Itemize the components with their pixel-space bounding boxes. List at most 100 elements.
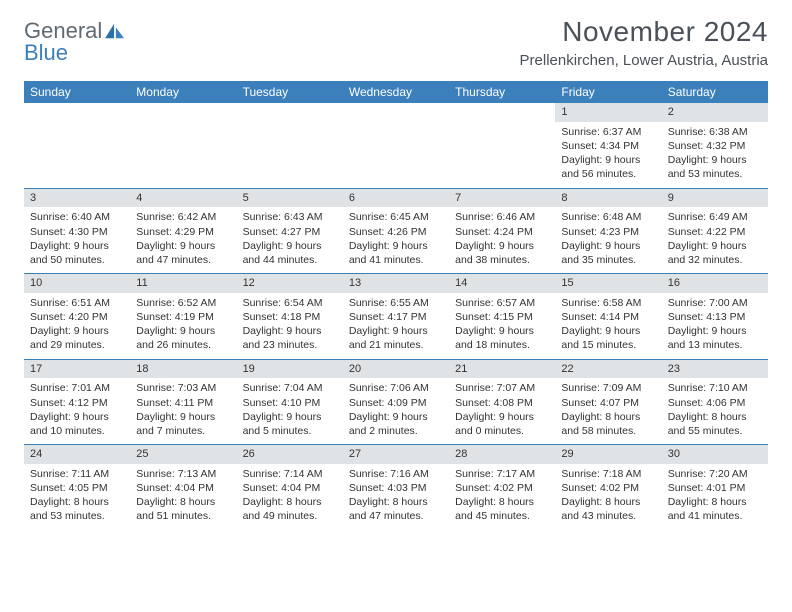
- logo-text: General Blue: [24, 20, 102, 64]
- sunrise-text: Sunrise: 7:09 AM: [561, 381, 655, 395]
- day-number: 29: [561, 448, 573, 460]
- day-number: 5: [243, 192, 249, 204]
- day-number: 7: [455, 192, 461, 204]
- sunset-text: Sunset: 4:29 PM: [136, 225, 230, 239]
- sunset-text: Sunset: 4:17 PM: [349, 310, 443, 324]
- sunrise-text: Sunrise: 6:58 AM: [561, 296, 655, 310]
- day-number-bar: 15: [555, 274, 661, 293]
- sunset-text: Sunset: 4:30 PM: [30, 225, 124, 239]
- day-number-bar: 9: [662, 189, 768, 208]
- daylight-text: Daylight: 9 hours and 29 minutes.: [30, 324, 124, 352]
- daylight-text: Daylight: 9 hours and 18 minutes.: [455, 324, 549, 352]
- day-number: 25: [136, 448, 148, 460]
- day-number-bar: 17: [24, 360, 130, 379]
- day-number-bar: 1: [555, 103, 661, 122]
- day-number-bar: 11: [130, 274, 236, 293]
- weekday-thu: Thursday: [449, 81, 555, 103]
- day-number: 1: [561, 106, 567, 118]
- day-number: 16: [668, 277, 680, 289]
- day-number: 10: [30, 277, 42, 289]
- sunset-text: Sunset: 4:03 PM: [349, 481, 443, 495]
- day-cell: 18Sunrise: 7:03 AMSunset: 4:11 PMDayligh…: [130, 360, 236, 445]
- daylight-text: Daylight: 8 hours and 41 minutes.: [668, 495, 762, 523]
- sunrise-text: Sunrise: 7:06 AM: [349, 381, 443, 395]
- sunrise-text: Sunrise: 6:49 AM: [668, 210, 762, 224]
- sunset-text: Sunset: 4:08 PM: [455, 396, 549, 410]
- day-cell: 25Sunrise: 7:13 AMSunset: 4:04 PMDayligh…: [130, 445, 236, 530]
- sunrise-text: Sunrise: 6:40 AM: [30, 210, 124, 224]
- day-cell: 16Sunrise: 7:00 AMSunset: 4:13 PMDayligh…: [662, 274, 768, 359]
- daylight-text: Daylight: 9 hours and 32 minutes.: [668, 239, 762, 267]
- sunset-text: Sunset: 4:10 PM: [243, 396, 337, 410]
- day-cell: 8Sunrise: 6:48 AMSunset: 4:23 PMDaylight…: [555, 189, 661, 274]
- week-row: 24Sunrise: 7:11 AMSunset: 4:05 PMDayligh…: [24, 444, 768, 530]
- sunrise-text: Sunrise: 7:20 AM: [668, 467, 762, 481]
- sunrise-text: Sunrise: 6:46 AM: [455, 210, 549, 224]
- day-number-bar: 24: [24, 445, 130, 464]
- day-number: 17: [30, 363, 42, 375]
- daylight-text: Daylight: 9 hours and 38 minutes.: [455, 239, 549, 267]
- day-number-bar: 18: [130, 360, 236, 379]
- day-number-bar: 16: [662, 274, 768, 293]
- sunset-text: Sunset: 4:01 PM: [668, 481, 762, 495]
- title-block: November 2024 Prellenkirchen, Lower Aust…: [520, 16, 768, 75]
- sunrise-text: Sunrise: 7:13 AM: [136, 467, 230, 481]
- sunrise-text: Sunrise: 7:16 AM: [349, 467, 443, 481]
- weekday-fri: Friday: [555, 81, 661, 103]
- sunrise-text: Sunrise: 7:01 AM: [30, 381, 124, 395]
- sunset-text: Sunset: 4:32 PM: [668, 139, 762, 153]
- sunset-text: Sunset: 4:07 PM: [561, 396, 655, 410]
- day-number-bar: 23: [662, 360, 768, 379]
- day-number: 15: [561, 277, 573, 289]
- day-cell: 6Sunrise: 6:45 AMSunset: 4:26 PMDaylight…: [343, 189, 449, 274]
- day-number: 12: [243, 277, 255, 289]
- daylight-text: Daylight: 9 hours and 21 minutes.: [349, 324, 443, 352]
- day-cell: 7 Sunrise: 6:46 AMSunset: 4:24 PMDaylight…: [449, 189, 555, 274]
- day-number: 9: [668, 192, 674, 204]
- sunset-text: Sunset: 4:04 PM: [243, 481, 337, 495]
- day-number: 22: [561, 363, 573, 375]
- daylight-text: Daylight: 8 hours and 58 minutes.: [561, 410, 655, 438]
- day-number-bar: 5: [237, 189, 343, 208]
- week-row: 10Sunrise: 6:51 AMSunset: 4:20 PMDayligh…: [24, 273, 768, 359]
- sunset-text: Sunset: 4:02 PM: [455, 481, 549, 495]
- daylight-text: Daylight: 8 hours and 47 minutes.: [349, 495, 443, 523]
- sunset-text: Sunset: 4:24 PM: [455, 225, 549, 239]
- sunrise-text: Sunrise: 7:03 AM: [136, 381, 230, 395]
- day-number-bar: 29: [555, 445, 661, 464]
- day-cell: 4Sunrise: 6:42 AMSunset: 4:29 PMDaylight…: [130, 189, 236, 274]
- day-number: 3: [30, 192, 36, 204]
- sunset-text: Sunset: 4:02 PM: [561, 481, 655, 495]
- sunrise-text: Sunrise: 6:38 AM: [668, 125, 762, 139]
- day-number: 24: [30, 448, 42, 460]
- daylight-text: Daylight: 9 hours and 56 minutes.: [561, 153, 655, 181]
- sunrise-text: Sunrise: 7:17 AM: [455, 467, 549, 481]
- day-cell: 1Sunrise: 6:37 AMSunset: 4:34 PMDaylight…: [555, 103, 661, 188]
- daylight-text: Daylight: 9 hours and 53 minutes.: [668, 153, 762, 181]
- sunrise-text: Sunrise: 6:52 AM: [136, 296, 230, 310]
- week-row: 1Sunrise: 6:37 AMSunset: 4:34 PMDaylight…: [24, 103, 768, 188]
- daylight-text: Daylight: 9 hours and 47 minutes.: [136, 239, 230, 267]
- day-number: 30: [668, 448, 680, 460]
- day-number: 13: [349, 277, 361, 289]
- day-cell: 2 Sunrise: 6:38 AMSunset: 4:32 PMDaylight…: [662, 103, 768, 188]
- day-cell: 29Sunrise: 7:18 AMSunset: 4:02 PMDayligh…: [555, 445, 661, 530]
- daylight-text: Daylight: 9 hours and 35 minutes.: [561, 239, 655, 267]
- day-cell: 15Sunrise: 6:58 AMSunset: 4:14 PMDayligh…: [555, 274, 661, 359]
- sunset-text: Sunset: 4:15 PM: [455, 310, 549, 324]
- sunset-text: Sunset: 4:04 PM: [136, 481, 230, 495]
- daylight-text: Daylight: 9 hours and 0 minutes.: [455, 410, 549, 438]
- sunset-text: Sunset: 4:12 PM: [30, 396, 124, 410]
- day-number: 2: [668, 106, 674, 118]
- daylight-text: Daylight: 9 hours and 15 minutes.: [561, 324, 655, 352]
- day-number: 8: [561, 192, 567, 204]
- logo-sail-icon: [104, 22, 126, 40]
- sunrise-text: Sunrise: 7:14 AM: [243, 467, 337, 481]
- day-number-bar: 27: [343, 445, 449, 464]
- week-row: 3 Sunrise: 6:40 AMSunset: 4:30 PM Daylight…: [24, 188, 768, 274]
- sunrise-text: Sunrise: 7:18 AM: [561, 467, 655, 481]
- day-number: 14: [455, 277, 467, 289]
- sunrise-text: Sunrise: 7:11 AM: [30, 467, 124, 481]
- daylight-text: Daylight: 8 hours and 49 minutes.: [243, 495, 337, 523]
- header: General Blue November 2024 Prellenkirche…: [24, 16, 768, 75]
